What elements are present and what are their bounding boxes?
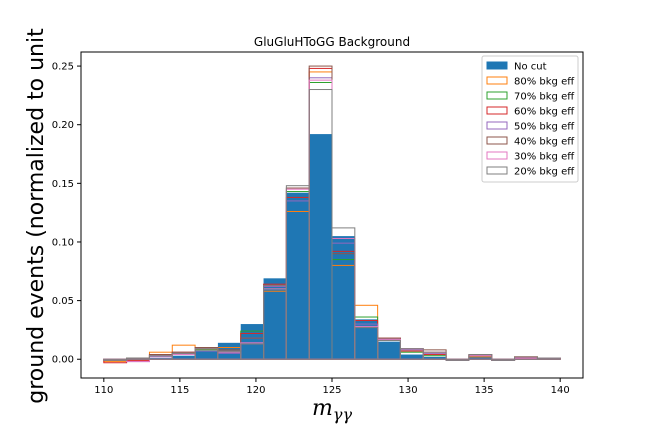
legend-label: 80% bkg eff — [514, 77, 575, 88]
legend-swatch — [486, 61, 508, 70]
bar-20-bkg-eff — [491, 358, 516, 361]
y-tick-label: 0.15 — [52, 179, 74, 190]
bar-20-bkg-eff — [536, 357, 561, 360]
x-tick-label: 140 — [551, 385, 570, 396]
bar-no-cut — [514, 358, 538, 360]
y-tick-label: 0.10 — [52, 237, 74, 248]
x-axis-label-sub: γγ — [333, 405, 353, 424]
bar-no-cut — [468, 355, 492, 360]
y-tick-label: 0.05 — [52, 296, 74, 307]
bar-no-cut — [263, 278, 287, 360]
histogram-layer — [103, 65, 561, 364]
legend-swatch — [486, 151, 508, 160]
legend-box — [481, 55, 579, 183]
bar-no-cut — [332, 236, 355, 360]
legend-swatch — [486, 91, 508, 100]
bar-no-cut — [400, 354, 424, 360]
legend: No cut 80% bkg eff 70% bkg eff 60% bkg eff 5… — [481, 55, 579, 183]
bar-no-cut — [149, 358, 173, 360]
bar-20-bkg-eff — [103, 358, 128, 361]
legend-label: 70% bkg eff — [514, 92, 575, 103]
bar-20-bkg-eff — [422, 351, 447, 360]
legend-swatch — [486, 136, 508, 145]
bar-no-cut — [172, 355, 196, 360]
legend-label: No cut — [514, 62, 547, 73]
bar-20-bkg-eff — [308, 89, 333, 360]
legend-swatch — [486, 76, 508, 85]
y-tick-label: 0.00 — [52, 355, 74, 366]
legend-label: 20% bkg eff — [514, 167, 575, 178]
x-tick-label: 125 — [322, 385, 341, 396]
bar-no-cut — [537, 358, 561, 360]
bar-no-cut — [377, 341, 401, 360]
legend-label: 50% bkg eff — [514, 122, 575, 133]
bar-no-cut — [195, 351, 218, 360]
y-axis-label: ground events (normalized to unit — [24, 28, 49, 404]
legend-label: 30% bkg eff — [514, 152, 575, 163]
legend-swatch — [486, 121, 508, 130]
axes: 110 115 120 125 130 135 140 0.00 0.05 0.10 0.15 0.2… — [52, 51, 584, 396]
legend-swatch — [486, 166, 508, 175]
y-tick-label: 0.25 — [52, 62, 74, 73]
bar-no-cut — [103, 359, 127, 361]
x-tick-label: 110 — [94, 385, 113, 396]
bar-no-cut — [240, 324, 264, 360]
bar-20-bkg-eff — [331, 227, 356, 360]
x-axis-label-main: m — [312, 396, 333, 421]
legend-label: 40% bkg eff — [514, 137, 575, 148]
x-axis-label: mγγ — [312, 396, 352, 424]
bar-no-cut — [423, 356, 447, 360]
chart-title: GluGluHToGG Background — [254, 35, 410, 49]
legend-label: 60% bkg eff — [514, 107, 575, 118]
bar-no-cut — [354, 319, 378, 360]
legend-swatch — [486, 106, 508, 115]
bar-20-bkg-eff — [445, 358, 470, 361]
bar-no-cut — [309, 134, 332, 360]
x-tick-label: 135 — [475, 385, 494, 396]
x-tick-label: 115 — [170, 385, 189, 396]
x-tick-label: 120 — [246, 385, 265, 396]
bar-no-cut — [126, 358, 150, 360]
y-tick-label: 0.20 — [52, 120, 74, 131]
bar-no-cut — [286, 192, 310, 360]
bar-20-bkg-eff — [468, 354, 493, 360]
x-tick-label: 130 — [399, 385, 418, 396]
